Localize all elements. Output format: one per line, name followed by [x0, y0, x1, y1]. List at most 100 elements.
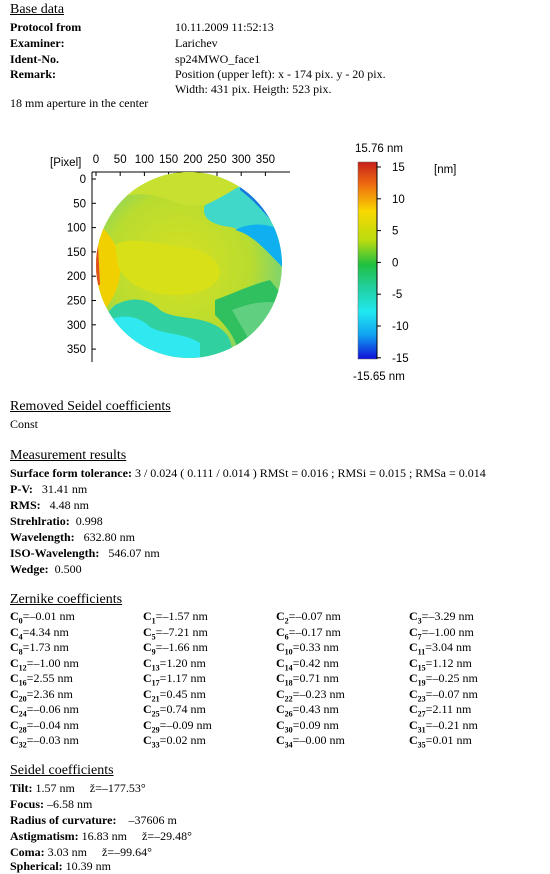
zernike-index: 8 — [18, 647, 23, 657]
zernike-coefficient: C33=0.02 nm — [143, 733, 206, 749]
wedge-label: Wedge: — [10, 562, 49, 576]
spherical-row: Spherical: 10.39 nm — [10, 859, 111, 874]
zernike-coefficient: C3=–3.29 nm — [409, 609, 474, 625]
zernike-symbol: C — [143, 671, 152, 685]
zernike-coefficient: C24=–0.06 nm — [10, 702, 79, 718]
zernike-index: 23 — [417, 693, 426, 703]
measurement-title: Measurement results — [10, 448, 127, 463]
zernike-index: 12 — [18, 662, 27, 672]
y-tick-label: 300 — [67, 320, 86, 332]
zernike-value: =–7.21 nm — [155, 624, 208, 639]
zernike-symbol: C — [143, 624, 152, 639]
spherical-label: Spherical: — [10, 859, 63, 873]
astig-row: Astigmatism: 16.83 nm ž=–29.48° — [10, 829, 192, 844]
zernike-index: 5 — [151, 631, 156, 641]
zernike-symbol: C — [409, 717, 418, 732]
zernike-coefficient: C15=1.12 nm — [409, 656, 472, 672]
ident-label: Ident-No. — [10, 52, 60, 66]
zernike-index: 30 — [284, 724, 293, 734]
remark-label: Remark: — [10, 67, 56, 81]
zernike-symbol: C — [143, 609, 152, 623]
zernike-symbol: C — [143, 717, 152, 732]
zernike-coefficient: C29=–0.09 nm — [143, 718, 212, 734]
strehl-value: 0.998 — [75, 514, 103, 528]
focus-value: –6.58 nm — [47, 797, 93, 811]
zernike-index: 29 — [151, 724, 160, 734]
zernike-value: =–0.17 nm — [288, 624, 341, 639]
zernike-value: =–0.23 nm — [292, 686, 345, 701]
zernike-index: 10 — [284, 647, 293, 657]
zernike-index: 11 — [417, 647, 426, 657]
aperture-note: 18 mm aperture in the center — [10, 96, 149, 110]
axis-unit-label: [Pixel] — [50, 157, 81, 169]
roc-label: Radius of curvature: — [10, 813, 117, 827]
colorbar-tick-label: 5 — [392, 226, 398, 238]
x-tick-label: 50 — [114, 154, 127, 166]
zernike-coefficient: C27=2.11 nm — [409, 702, 471, 718]
zernike-value: =0.45 nm — [159, 686, 206, 701]
zernike-value: =–0.09 nm — [159, 717, 212, 732]
roc-value: –37606 m — [128, 813, 177, 827]
strehl-row: Strehlratio: 0.998 — [10, 514, 103, 529]
coma-value: 3.03 nm ž=–99.64° — [47, 845, 152, 859]
zernike-title: Zernike coefficients — [10, 592, 123, 607]
zernike-symbol: C — [10, 624, 19, 639]
zernike-coefficient: C34=–0.00 nm — [276, 733, 345, 749]
zernike-index: 1 — [151, 616, 156, 626]
zernike-index: 32 — [18, 740, 27, 750]
examiner-label: Examiner: — [10, 36, 65, 50]
zernike-coefficient: C0=–0.01 nm — [10, 609, 75, 625]
zernike-value: =–0.01 nm — [22, 609, 75, 623]
zernike-index: 4 — [18, 631, 23, 641]
colorbar — [357, 161, 378, 360]
zernike-index: 16 — [18, 678, 27, 688]
zernike-value: =2.55 nm — [26, 671, 73, 685]
zernike-value: =1.12 nm — [425, 655, 472, 670]
zernike-index: 33 — [151, 740, 160, 750]
zernike-value: =–0.03 nm — [26, 733, 79, 747]
zernike-value: =0.02 nm — [159, 733, 206, 747]
remark-line2: Width: 431 pix. Heigth: 523 pix. — [175, 82, 332, 96]
zernike-value: =–1.57 nm — [155, 609, 208, 623]
zernike-symbol: C — [276, 702, 285, 716]
protocol-value: 10.11.2009 11:52:13 — [175, 20, 274, 34]
zernike-symbol: C — [276, 671, 285, 685]
zernike-coefficient: C9=–1.66 nm — [143, 640, 208, 656]
wedge-value: 0.500 — [54, 562, 82, 576]
spherical-value: 10.39 nm — [65, 859, 112, 873]
zernike-coefficient: C23=–0.07 nm — [409, 687, 478, 703]
zernike-value: =0.43 nm — [292, 702, 339, 716]
x-tick-label: 350 — [256, 154, 275, 166]
zernike-symbol: C — [409, 640, 418, 654]
zernike-value: =–0.00 nm — [292, 733, 345, 747]
zernike-coefficient: C22=–0.23 nm — [276, 687, 345, 703]
zernike-coefficient: C30=0.09 nm — [276, 718, 339, 734]
zernike-index: 9 — [151, 647, 156, 657]
pv-row: P-V: 31.41 nm — [10, 482, 87, 497]
zernike-value: =0.01 nm — [425, 733, 472, 747]
tilt-label: Tilt: — [10, 781, 33, 795]
zernike-symbol: C — [10, 671, 19, 685]
zernike-symbol: C — [409, 702, 418, 716]
colorbar-max-label: 15.76 nm — [355, 143, 403, 155]
zernike-value: =0.71 nm — [292, 671, 339, 685]
removed-seidel-title: Removed Seidel coefficients — [10, 399, 171, 414]
zernike-value: =1.20 nm — [159, 655, 206, 670]
x-tick-label: 0 — [93, 154, 99, 166]
y-tick-label: 150 — [67, 247, 86, 259]
y-tick-labels: 0 50 100 150 200 250 300 350 — [67, 174, 96, 356]
astig-label: Astigmatism: — [10, 829, 79, 843]
zernike-symbol: C — [409, 624, 418, 639]
zernike-index: 13 — [151, 662, 160, 672]
zernike-coefficient: C13=1.20 nm — [143, 656, 206, 672]
colorbar-tick-label: 10 — [392, 194, 405, 206]
zernike-symbol: C — [409, 609, 418, 623]
tilt-row: Tilt: 1.57 nm ž=–177.53° — [10, 781, 146, 796]
zernike-coefficient: C6=–0.17 nm — [276, 625, 341, 641]
zernike-symbol: C — [10, 733, 19, 747]
zernike-symbol: C — [276, 609, 285, 623]
zernike-index: 20 — [18, 693, 27, 703]
coma-row: Coma: 3.03 nm ž=–99.64° — [10, 845, 152, 860]
y-tick-label: 250 — [67, 296, 86, 308]
zernike-value: =–0.07 nm — [425, 686, 478, 701]
